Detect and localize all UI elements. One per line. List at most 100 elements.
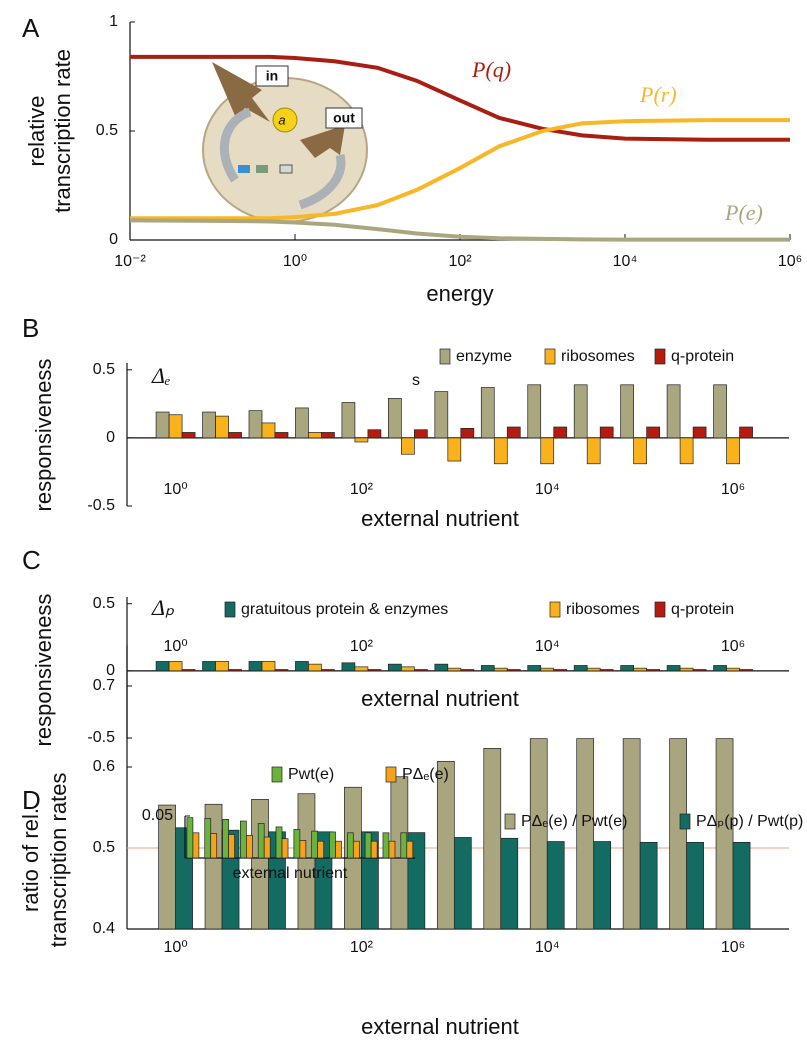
legend-swatch — [439, 348, 451, 365]
bar — [354, 437, 369, 443]
bar — [434, 391, 449, 439]
legend-swatch — [654, 348, 666, 365]
bar — [367, 429, 382, 439]
bar — [573, 384, 588, 439]
diagram-label: in — [266, 68, 278, 84]
bar — [620, 384, 634, 439]
bar — [329, 831, 336, 859]
bar — [666, 665, 681, 672]
bar — [228, 432, 242, 439]
x-tick-label: 10⁰ — [163, 481, 187, 498]
bar — [370, 840, 378, 859]
legend-swatch — [549, 601, 561, 618]
bar — [299, 840, 307, 859]
panel-letter: C — [22, 545, 41, 575]
bar — [181, 669, 196, 672]
x-tick-label: 10⁴ — [613, 253, 638, 270]
legend-swatch — [504, 813, 516, 830]
metabolite — [272, 107, 298, 133]
bar — [414, 669, 428, 672]
bar — [335, 840, 342, 859]
bar — [367, 669, 382, 672]
bar — [620, 665, 634, 672]
y-tick-label: 0.4 — [93, 920, 115, 937]
legend-label: q-protein — [671, 348, 734, 365]
bar — [295, 661, 309, 672]
y-tick-label: 0 — [106, 429, 115, 446]
bar — [354, 666, 369, 672]
bar — [739, 426, 753, 439]
bar — [715, 738, 734, 930]
bar — [192, 832, 200, 859]
bar — [633, 437, 647, 465]
x-tick-label: 10² — [350, 638, 374, 655]
bar — [341, 402, 356, 439]
x-axis-label: external nutrient — [361, 506, 519, 531]
bar — [726, 667, 740, 672]
cycle-arrow — [298, 153, 346, 210]
label-box — [325, 107, 363, 129]
y-tick-label: 0.7 — [93, 677, 115, 694]
bar — [155, 661, 170, 672]
gene — [238, 165, 250, 173]
legend-swatch — [544, 348, 556, 365]
bar — [436, 760, 455, 930]
bar — [215, 661, 229, 672]
bar — [506, 426, 521, 439]
bar — [388, 663, 402, 672]
bar — [434, 663, 449, 672]
bar — [713, 384, 727, 439]
bar — [168, 414, 183, 439]
x-axis-label: external nutrient — [233, 865, 348, 882]
bar — [228, 834, 235, 859]
y-tick-label: 0.6 — [93, 758, 115, 775]
bar — [540, 437, 555, 465]
bar — [155, 411, 170, 439]
y-tick-label: -0.5 — [87, 729, 115, 746]
bar — [506, 669, 521, 672]
bar — [460, 428, 475, 439]
x-tick-label: 10⁶ — [721, 481, 745, 498]
line-series — [130, 54, 790, 142]
bar — [274, 432, 289, 439]
x-tick-label: 10² — [350, 481, 374, 498]
bar — [317, 840, 325, 859]
y-axis-label: transcription rate — [50, 49, 75, 213]
series-label: P(r) — [639, 82, 677, 107]
panel-letter: A — [22, 13, 40, 43]
bar — [529, 738, 548, 930]
legend-swatch — [271, 766, 283, 783]
bar — [341, 662, 356, 672]
bar — [406, 840, 414, 859]
bar — [739, 669, 753, 672]
bar — [401, 666, 415, 672]
bar — [460, 669, 475, 672]
bar — [215, 415, 229, 439]
label-box — [255, 65, 289, 87]
bar — [540, 667, 555, 672]
diagram-label: a — [278, 112, 285, 127]
bar — [480, 665, 495, 672]
cycle-arrow — [219, 107, 252, 183]
y-axis-label: transcription rates — [46, 773, 71, 948]
bar — [622, 738, 641, 930]
x-tick-label: 10² — [350, 939, 374, 956]
x-tick-label: 10⁴ — [535, 638, 560, 655]
x-tick-label: 10⁰ — [163, 638, 187, 655]
bar — [186, 817, 194, 859]
y-tick-label: 0.5 — [93, 839, 115, 856]
bar — [297, 793, 316, 930]
legend-label: PΔₚ(p) / Pwt(p) — [696, 813, 803, 830]
y-tick-label: 0.5 — [93, 361, 115, 378]
legend-label: PΔₑ(e) / Pwt(e) — [521, 813, 627, 830]
bar — [692, 426, 707, 439]
y-tick-label: 1 — [109, 13, 118, 30]
bar — [388, 840, 396, 859]
annotation: s — [412, 372, 420, 389]
x-tick-label: 10⁴ — [535, 939, 560, 956]
bar — [222, 819, 229, 859]
bar — [308, 432, 322, 439]
y-axis-label: ratio of rel. — [18, 808, 43, 912]
bar — [400, 832, 408, 859]
bar — [210, 833, 218, 859]
